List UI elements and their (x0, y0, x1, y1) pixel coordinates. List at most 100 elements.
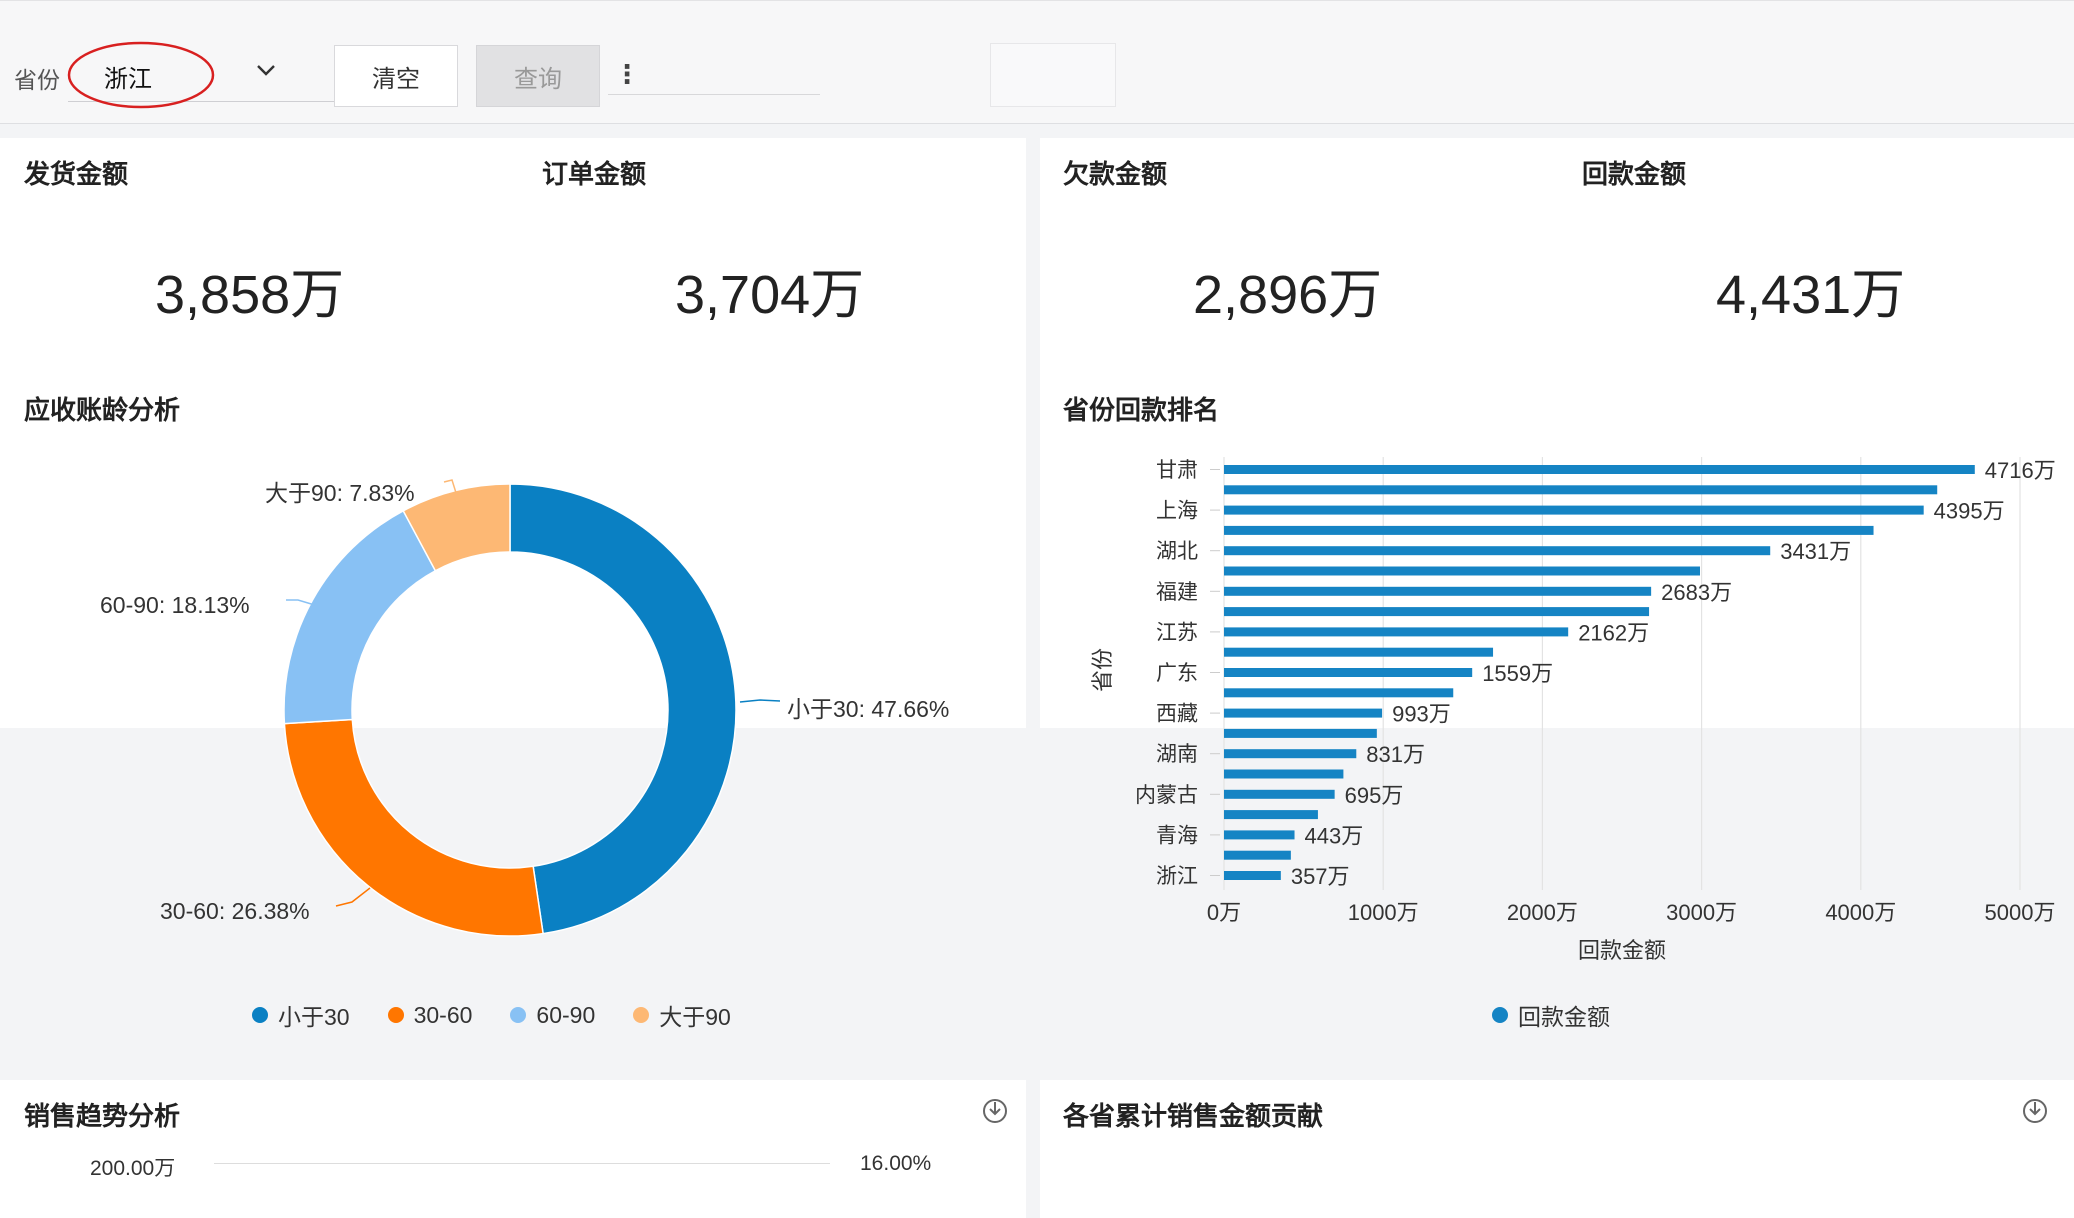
y-category-label: 浙江 (1156, 865, 1198, 888)
y-category-label: 湖北 (1156, 540, 1198, 563)
bar[interactable] (1224, 607, 1650, 617)
bar[interactable] (1224, 647, 1494, 657)
bar[interactable] (1224, 810, 1318, 820)
legend-item-2[interactable]: 60-90 (510, 1002, 595, 1029)
contribution-chart-title: 各省累计销售金额贡献 (1063, 1101, 1324, 1131)
x-tick-label: 3000万 (1666, 900, 1737, 925)
legend-dot (252, 1007, 268, 1023)
download-icon[interactable] (980, 1096, 1010, 1126)
highlight-circle-annotation (67, 41, 215, 109)
bar[interactable] (1224, 627, 1569, 637)
legend-label: 60-90 (536, 1001, 596, 1028)
legend-item-repayment[interactable]: 回款金额 (1492, 998, 1610, 1032)
kpi-value-shipping: 3,858万 (155, 265, 345, 325)
bar[interactable] (1224, 465, 1975, 474)
legend-item-1[interactable]: 30-60 (387, 1001, 473, 1029)
bar[interactable] (1224, 769, 1344, 779)
donut-label-gt90: 大于90: 7.83% (265, 480, 415, 506)
bar[interactable] (1224, 830, 1295, 840)
x-tick-label: 1000万 (1348, 900, 1419, 925)
y-category-label: 上海 (1156, 500, 1198, 523)
bar[interactable] (1224, 566, 1701, 576)
ranking-legend: 回款金额 (1492, 998, 1648, 1032)
bar[interactable] (1224, 708, 1383, 718)
y-category-label: 青海 (1156, 824, 1198, 847)
trend-chart-title: 销售趋势分析 (24, 1101, 181, 1131)
bar-value-label: 357万 (1291, 864, 1350, 889)
filter-bar: 省份 浙江 清空 查询 ⋮ (0, 0, 2074, 124)
bar[interactable] (1224, 546, 1771, 556)
bar[interactable] (1224, 850, 1291, 860)
aging-legend: 小于30 30-60 60-90 大于90 (252, 998, 769, 1032)
legend-dot (1492, 1007, 1508, 1023)
query-button[interactable]: 查询 (476, 45, 600, 107)
bar[interactable] (1224, 789, 1335, 799)
bar-value-label: 2683万 (1661, 580, 1732, 605)
aging-chart-title: 应收账龄分析 (24, 395, 181, 425)
legend-label: 小于30 (278, 1004, 350, 1030)
left-panel (0, 138, 1026, 728)
clear-button[interactable]: 清空 (334, 45, 458, 107)
trend-left-axis-tick: 200.00万 (90, 1157, 176, 1180)
bar-value-label: 4716万 (1985, 458, 2056, 483)
ranking-chart-title: 省份回款排名 (1063, 395, 1220, 425)
bar[interactable] (1224, 485, 1938, 495)
bar-value-label: 443万 (1305, 823, 1364, 848)
bar[interactable] (1224, 505, 1924, 515)
bar[interactable] (1224, 871, 1281, 880)
kpi-value-repayment: 4,431万 (1716, 265, 1906, 325)
bar-value-label: 2162万 (1578, 620, 1649, 645)
legend-label: 30-60 (413, 1001, 473, 1028)
bar[interactable] (1224, 728, 1377, 738)
x-tick-label: 0万 (1207, 900, 1241, 925)
kpi-value-orders: 3,704万 (675, 265, 865, 325)
y-axis-title: 省份 (1090, 648, 1115, 692)
bar[interactable] (1224, 586, 1652, 596)
donut-slice-0[interactable] (509, 483, 737, 935)
legend-dot (633, 1007, 650, 1023)
donut-label-lt30: 小于30: 47.66% (787, 696, 950, 722)
kpi-title-repayment: 回款金额 (1582, 159, 1687, 189)
y-category-label: 内蒙古 (1135, 784, 1198, 807)
province-ranking-bar-chart: 0万 1000万 2000万 3000万 4000万 5000万 4716万 甘肃 4395万 上… (1090, 457, 2056, 963)
aging-donut-chart (283, 483, 737, 937)
bar[interactable] (1224, 688, 1454, 698)
legend-item-3[interactable]: 大于90 (633, 998, 731, 1032)
bar-value-label: 3431万 (1780, 539, 1851, 564)
kpi-title-arrears: 欠款金额 (1063, 159, 1168, 189)
legend-label: 大于90 (659, 1004, 731, 1030)
bar[interactable] (1224, 749, 1357, 759)
x-tick-label: 2000万 (1507, 900, 1578, 925)
contribution-panel (1040, 1080, 2074, 1218)
donut-label-60-90: 60-90: 18.13% (100, 592, 250, 618)
donut-slice-3[interactable] (402, 483, 511, 572)
donut-leader-lines (286, 479, 781, 907)
trend-gridline (214, 1163, 830, 1164)
y-category-label: 甘肃 (1156, 459, 1198, 482)
y-category-label: 西藏 (1156, 703, 1198, 726)
trend-panel (0, 1080, 1026, 1218)
bar[interactable] (1224, 525, 1874, 535)
y-category-label: 湖南 (1156, 743, 1198, 766)
legend-dot (510, 1007, 527, 1023)
y-category-label: 广东 (1156, 662, 1198, 685)
kpi-value-arrears: 2,896万 (1193, 265, 1383, 325)
y-category-label: 福建 (1156, 581, 1198, 604)
more-options-icon[interactable]: ⋮ (614, 59, 640, 89)
province-selected-value: 浙江 (104, 66, 152, 93)
donut-label-30-60: 30-60: 26.38% (160, 898, 310, 924)
bar[interactable] (1224, 668, 1473, 677)
legend-item-0[interactable]: 小于30 (252, 998, 350, 1032)
legend-dot (387, 1007, 404, 1023)
province-select[interactable]: 浙江 (68, 41, 338, 102)
province-filter-label: 省份 (14, 67, 60, 93)
bar-value-label: 993万 (1392, 702, 1451, 727)
chevron-down-icon[interactable] (255, 59, 277, 81)
x-tick-label: 4000万 (1825, 900, 1896, 925)
divider (608, 94, 820, 95)
kpi-title-orders: 订单金额 (542, 159, 647, 189)
bar-value-label: 4395万 (1934, 499, 2005, 524)
trend-right-axis-tick: 16.00% (860, 1152, 932, 1175)
download-icon[interactable] (2020, 1096, 2050, 1126)
legend-label: 回款金额 (1518, 1004, 1610, 1030)
